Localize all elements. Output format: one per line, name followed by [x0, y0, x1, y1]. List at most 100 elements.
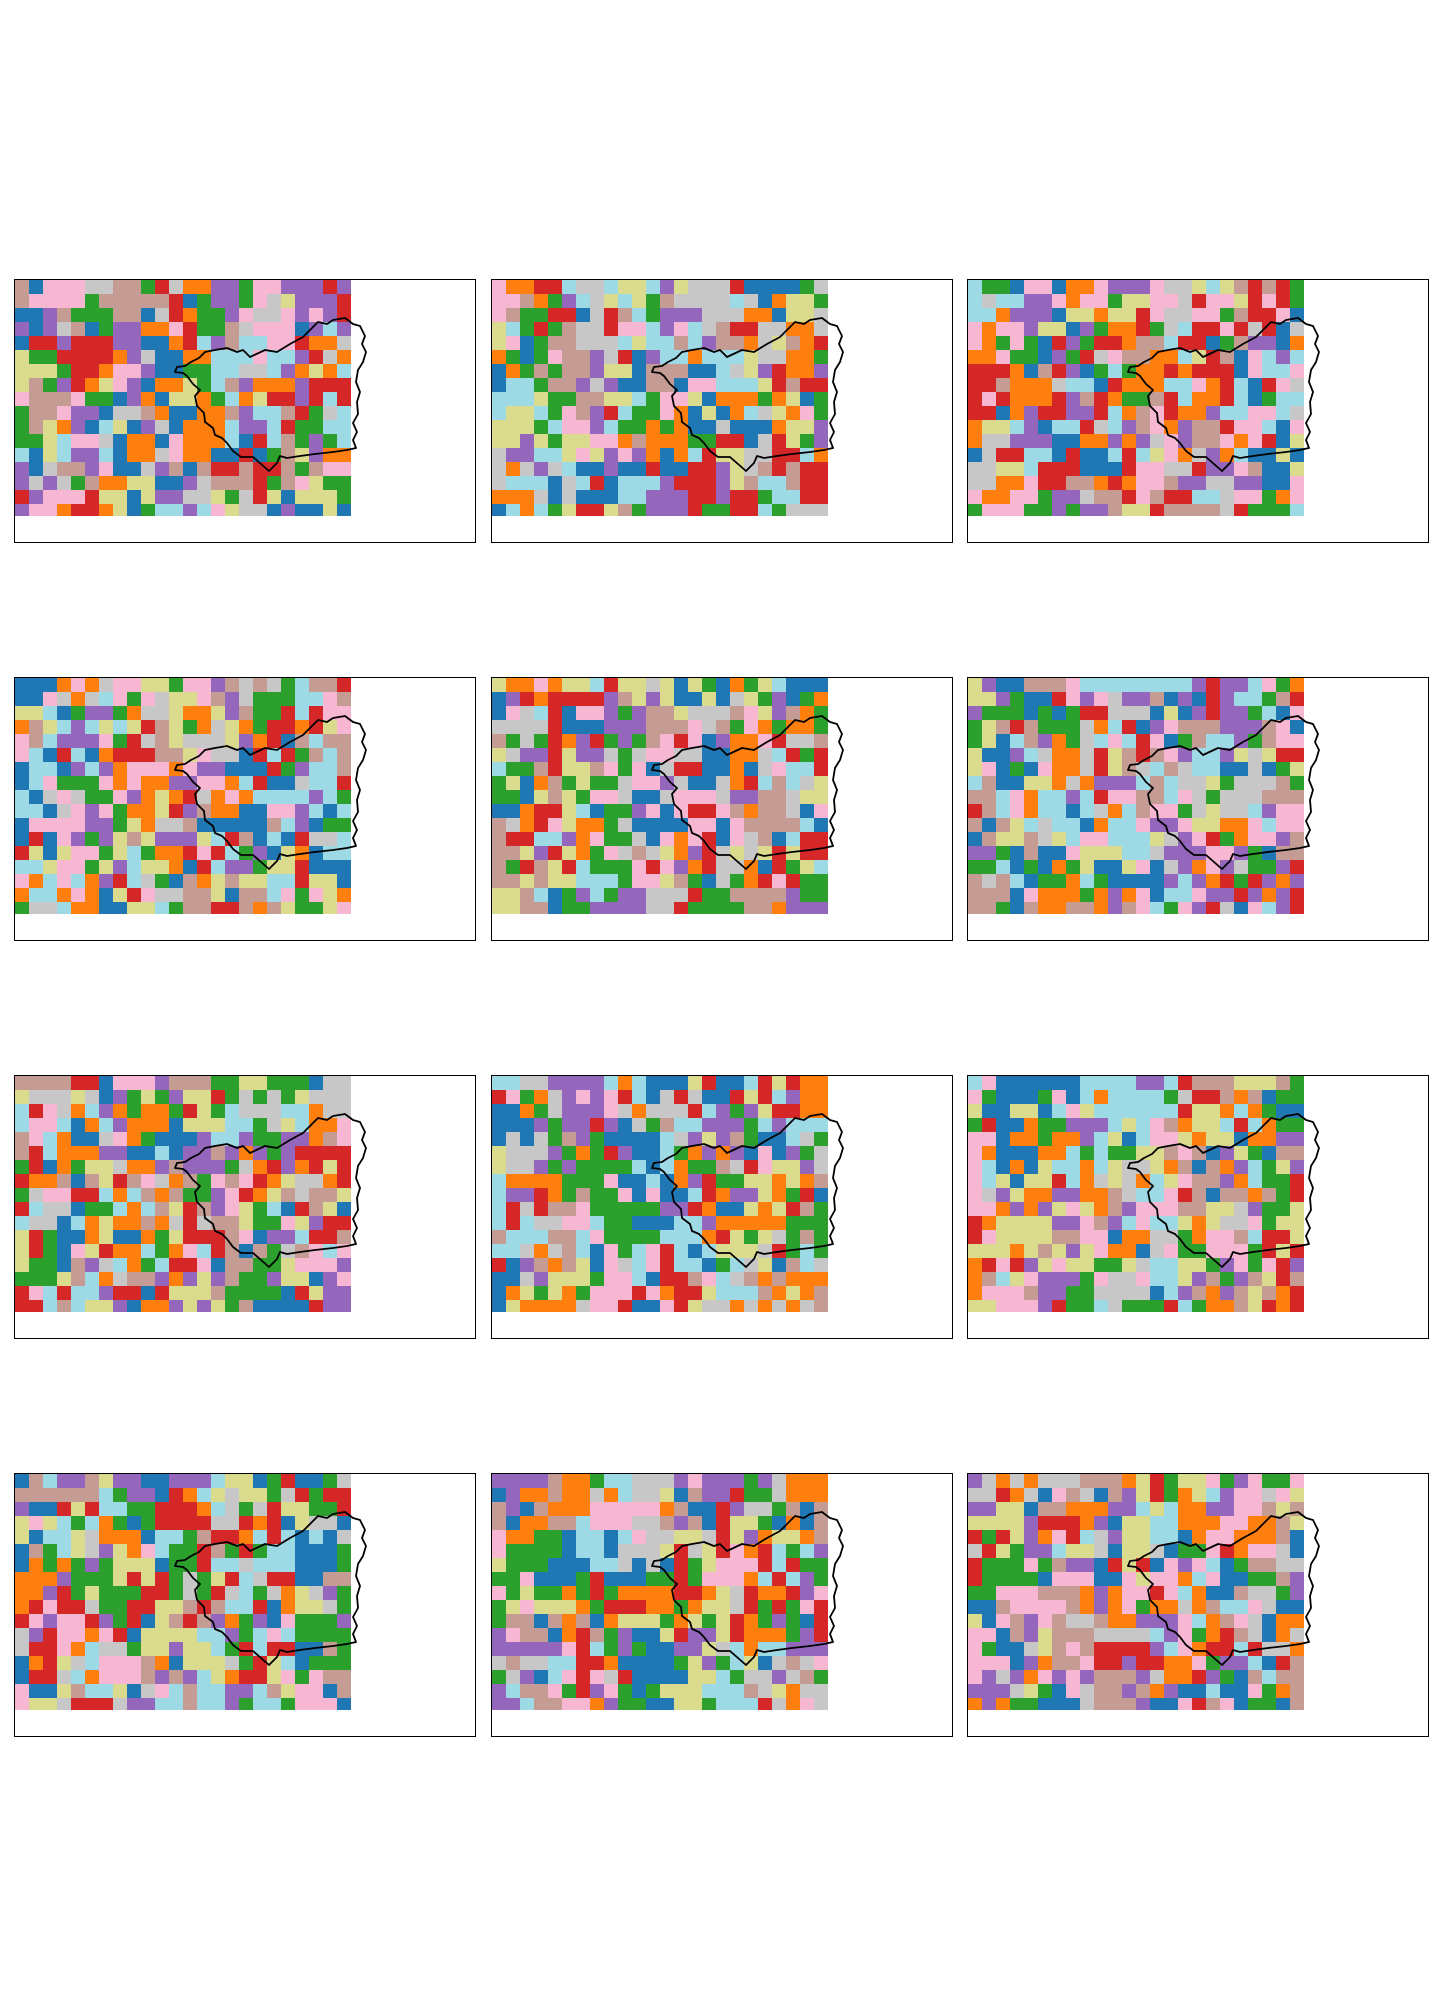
raster-cell [211, 678, 225, 692]
raster-cell [800, 308, 814, 322]
raster-cell [253, 1132, 267, 1146]
raster-cell [113, 762, 127, 776]
raster-cell [548, 462, 562, 476]
raster-cell [127, 1202, 141, 1216]
raster-cell [337, 1258, 351, 1272]
raster-cell [576, 1174, 590, 1188]
raster-cell [197, 874, 211, 888]
raster-cell [337, 1558, 351, 1572]
raster-cell [982, 1656, 996, 1670]
raster-cell [1290, 336, 1304, 350]
raster-cell [758, 1558, 772, 1572]
raster-cell [1136, 490, 1150, 504]
raster-cell [1164, 706, 1178, 720]
raster-cell [660, 734, 674, 748]
raster-cell [43, 678, 57, 692]
raster-cell [1080, 336, 1094, 350]
raster-cell [43, 1090, 57, 1104]
raster-cell [716, 1090, 730, 1104]
raster-cell [295, 706, 309, 720]
raster-cell [996, 1488, 1010, 1502]
raster-cell [982, 1684, 996, 1698]
raster-cell [1108, 1516, 1122, 1530]
raster-cell [309, 420, 323, 434]
raster-cell [267, 1146, 281, 1160]
raster-cell [281, 860, 295, 874]
raster-cell [337, 1586, 351, 1600]
raster-cell [1262, 1118, 1276, 1132]
raster-cell [1290, 1614, 1304, 1628]
raster-cell [1164, 490, 1178, 504]
raster-cell [281, 1656, 295, 1670]
raster-cell [323, 1544, 337, 1558]
raster-cell [996, 860, 1010, 874]
raster-cell [57, 1286, 71, 1300]
raster-cell [674, 350, 688, 364]
raster-cell [534, 1160, 548, 1174]
raster-cell [253, 692, 267, 706]
raster-cell [197, 762, 211, 776]
raster-cell [618, 1502, 632, 1516]
raster-cell [786, 1258, 800, 1272]
raster-cell [1192, 462, 1206, 476]
raster-cell [281, 888, 295, 902]
raster-cell [99, 1132, 113, 1146]
raster-cell [183, 1656, 197, 1670]
cluster-raster [492, 280, 828, 516]
raster-cell [562, 1132, 576, 1146]
raster-cell [253, 734, 267, 748]
raster-cell [744, 406, 758, 420]
raster-cell [1094, 490, 1108, 504]
raster-cell [562, 1160, 576, 1174]
raster-cell [85, 294, 99, 308]
raster-cell [562, 504, 576, 516]
raster-cell [127, 1132, 141, 1146]
raster-cell [155, 490, 169, 504]
raster-cell [772, 1502, 786, 1516]
raster-cell [646, 322, 660, 336]
raster-cell [1164, 860, 1178, 874]
raster-cell [267, 1244, 281, 1258]
raster-cell [281, 308, 295, 322]
raster-cell [1136, 462, 1150, 476]
raster-cell [646, 1544, 660, 1558]
raster-cell [618, 1488, 632, 1502]
raster-cell [618, 846, 632, 860]
raster-cell [141, 1174, 155, 1188]
raster-cell [1220, 832, 1234, 846]
raster-cell [85, 1628, 99, 1642]
raster-cell [646, 678, 660, 692]
raster-cell [1206, 1118, 1220, 1132]
raster-cell [15, 1600, 29, 1614]
raster-cell [772, 1160, 786, 1174]
raster-cell [197, 832, 211, 846]
raster-cell [71, 1202, 85, 1216]
raster-cell [1192, 504, 1206, 516]
raster-cell [1150, 1572, 1164, 1586]
raster-cell [1164, 1202, 1178, 1216]
raster-cell [716, 1202, 730, 1216]
raster-cell [197, 504, 211, 516]
raster-cell [772, 832, 786, 846]
raster-cell [71, 1272, 85, 1286]
raster-cell [520, 1132, 534, 1146]
raster-cell [253, 364, 267, 378]
raster-cell [1080, 350, 1094, 364]
raster-cell [1276, 280, 1290, 294]
raster-cell [1150, 1488, 1164, 1502]
raster-cell [1248, 1656, 1262, 1670]
raster-cell [1234, 308, 1248, 322]
raster-cell [982, 1502, 996, 1516]
raster-cell [197, 1090, 211, 1104]
raster-cell [702, 1516, 716, 1530]
raster-cell [85, 1488, 99, 1502]
raster-cell [29, 1244, 43, 1258]
raster-cell [127, 1474, 141, 1488]
raster-cell [1178, 888, 1192, 902]
raster-cell [1010, 762, 1024, 776]
raster-cell [1136, 776, 1150, 790]
raster-cell [646, 1174, 660, 1188]
raster-cell [646, 1286, 660, 1300]
raster-cell [337, 420, 351, 434]
raster-cell [576, 294, 590, 308]
